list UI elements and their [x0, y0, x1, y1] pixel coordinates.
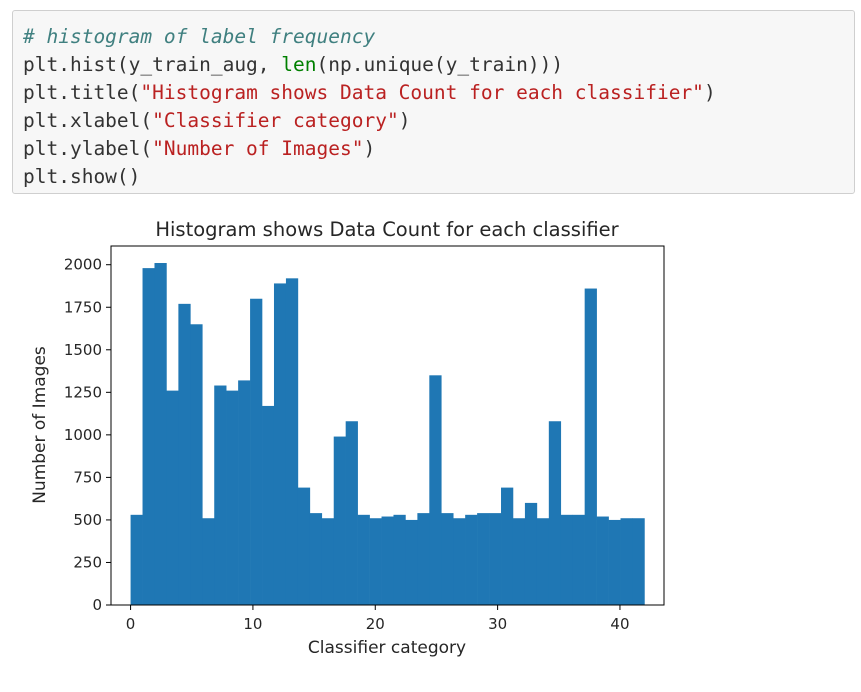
histogram-bar	[250, 298, 263, 605]
y-tick-label: 750	[73, 468, 102, 486]
histogram-bar	[608, 519, 621, 605]
histogram-bar	[405, 519, 418, 605]
output-area: Histogram shows Data Count for each clas…	[0, 200, 861, 687]
code-token-plain: )	[703, 81, 716, 104]
code-token-string: "Classifier category"	[152, 109, 399, 132]
code-token-plain: plt.show()	[23, 165, 141, 188]
code-token-string: "Histogram shows Data Count for each cla…	[140, 81, 704, 104]
histogram-bar	[190, 324, 203, 605]
histogram-bar	[560, 514, 574, 605]
y-tick-label: 0	[92, 596, 102, 614]
code-token-plain: )	[398, 109, 411, 132]
code-line: plt.ylabel("Number of Images")	[23, 135, 854, 163]
histogram-bar	[620, 518, 633, 605]
histogram-bar	[441, 513, 454, 605]
histogram-bar	[178, 303, 191, 605]
histogram-bar	[536, 518, 550, 605]
histogram-bar	[345, 421, 358, 605]
histogram-bar	[273, 283, 287, 605]
chart-title: Histogram shows Data Count for each clas…	[155, 218, 619, 241]
histogram-bar	[572, 514, 585, 605]
code-line: plt.hist(y_train_aug, len(np.unique(y_tr…	[23, 51, 854, 79]
code-editor[interactable]: # histogram of label frequency plt.hist(y…	[23, 23, 854, 191]
histogram-bar	[262, 405, 275, 605]
histogram-bar	[584, 288, 597, 605]
histogram-bar	[357, 514, 370, 605]
x-tick-label: 40	[610, 615, 629, 633]
x-axis-ticks: 0 10 20 30 40	[126, 605, 630, 633]
x-tick-label: 10	[243, 615, 262, 633]
code-token-comment: # histogram of label frequency	[23, 25, 376, 48]
histogram-bar	[202, 518, 215, 605]
code-token-builtin: len	[281, 53, 317, 76]
y-tick-label: 1000	[64, 426, 102, 444]
histogram-bar	[501, 487, 514, 605]
y-tick-label: 1500	[64, 341, 102, 359]
histogram-bar	[166, 390, 179, 605]
histogram-bar	[512, 518, 526, 605]
histogram-bar	[393, 514, 406, 605]
histogram-bar	[453, 518, 466, 605]
histogram-bar	[465, 514, 478, 605]
histogram-bar	[489, 513, 502, 605]
histogram-bar	[548, 421, 562, 605]
x-axis-label: Classifier category	[308, 638, 466, 658]
histogram-bar	[130, 514, 143, 605]
histogram-bar	[309, 513, 323, 605]
axes-frame	[110, 245, 665, 606]
y-axis-label: Number of Images	[30, 346, 50, 504]
code-cell[interactable]: # histogram of label frequency plt.hist(y…	[12, 10, 855, 194]
code-token-plain: plt.hist(y_train_aug,	[23, 53, 282, 76]
histogram-bar	[477, 513, 490, 605]
x-tick-label: 0	[126, 615, 136, 633]
code-line: plt.title("Histogram shows Data Count fo…	[23, 79, 854, 107]
y-tick-label: 1250	[64, 383, 102, 401]
code-token-plain: plt.ylabel(	[23, 137, 153, 160]
histogram-bar	[154, 263, 167, 605]
code-line: plt.show()	[23, 163, 854, 191]
histogram-bar	[429, 375, 442, 605]
code-token-plain: plt.xlabel(	[23, 109, 153, 132]
code-token-plain: (np.unique(y_train)))	[316, 53, 564, 76]
histogram-bar	[417, 513, 430, 605]
x-tick-label: 20	[366, 615, 385, 633]
histogram-bar	[632, 518, 645, 605]
histogram-bar	[238, 380, 251, 605]
histogram-bar	[226, 390, 239, 605]
y-tick-label: 1750	[64, 298, 102, 316]
histogram-bar	[596, 516, 609, 605]
code-token-plain: plt.title(	[23, 81, 141, 104]
code-line: plt.xlabel("Classifier category")	[23, 107, 854, 135]
y-tick-label: 500	[73, 511, 102, 529]
y-axis-ticks: 0 250 500 750 1000 1250 1500 1750 2000	[64, 256, 111, 614]
histogram-bar	[524, 502, 538, 605]
histogram-bar	[333, 436, 346, 605]
histogram-chart: Histogram shows Data Count for each clas…	[30, 218, 665, 658]
code-line: # histogram of label frequency	[23, 23, 854, 51]
histogram-bar	[297, 487, 311, 605]
histogram-bar	[321, 518, 335, 605]
histogram-bar	[214, 385, 227, 605]
y-tick-label: 2000	[64, 256, 102, 274]
histogram-bar	[285, 278, 299, 605]
histogram-bar	[369, 518, 382, 605]
code-token-plain: )	[363, 137, 376, 160]
x-tick-label: 30	[488, 615, 507, 633]
histogram-bar	[381, 516, 394, 605]
histogram-bar	[142, 268, 155, 605]
code-token-string: "Number of Images"	[152, 137, 364, 160]
histogram-bars	[130, 263, 645, 605]
y-tick-label: 250	[73, 553, 102, 571]
